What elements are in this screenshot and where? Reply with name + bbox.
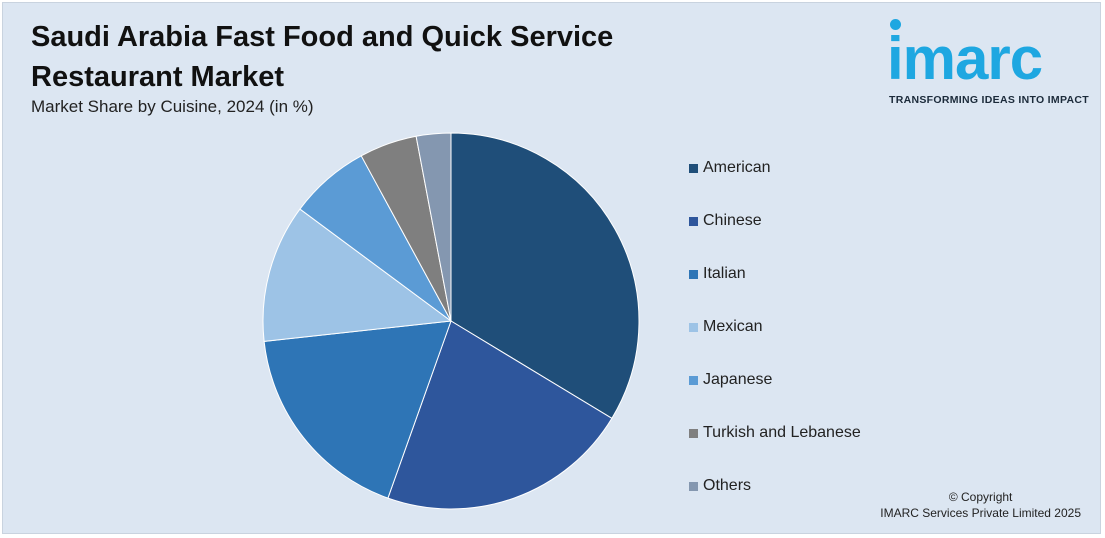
legend-item-american: American xyxy=(689,159,771,177)
pie-slice-italian xyxy=(263,320,452,499)
pie-slice-mexican xyxy=(262,208,453,342)
legend-item-chinese: Chinese xyxy=(689,212,762,230)
legend-item-italian: Italian xyxy=(689,265,746,283)
logo-wordmark: imarc xyxy=(887,25,1043,92)
legend-label: Chinese xyxy=(703,212,762,229)
pie-slice-chinese xyxy=(387,320,613,510)
chart-subtitle: Market Share by Cuisine, 2024 (in %) xyxy=(31,97,314,116)
legend-swatch xyxy=(689,375,698,385)
copyright-line-1: © Copyright xyxy=(948,490,1013,504)
pie-slice-american xyxy=(450,132,640,420)
copyright: © Copyright IMARC Services Private Limit… xyxy=(880,489,1081,521)
legend-swatch xyxy=(689,428,698,438)
legend-item-japanese: Japanese xyxy=(689,371,772,389)
legend-swatch xyxy=(689,481,698,491)
pie-slice-others xyxy=(415,132,452,322)
legend-label: Others xyxy=(703,477,752,494)
legend-item-turkish-and-lebanese: Turkish and Lebanese xyxy=(689,424,861,442)
legend-swatch xyxy=(689,269,698,279)
logo-dot xyxy=(890,19,901,30)
imarc-logo: imarc TRANSFORMING IDEAS INTO IMPACT xyxy=(887,15,1099,109)
legend-item-others: Others xyxy=(689,477,751,495)
pie-chart xyxy=(262,132,640,510)
legend-label: Japanese xyxy=(703,371,773,388)
chart-title: Saudi Arabia Fast Food and Quick Service… xyxy=(31,21,614,93)
legend-swatch xyxy=(689,322,698,332)
legend-swatch xyxy=(689,216,698,226)
legend-item-mexican: Mexican xyxy=(689,318,763,336)
logo-tagline: TRANSFORMING IDEAS INTO IMPACT xyxy=(889,94,1089,106)
legend-label: Turkish and Lebanese xyxy=(703,424,861,441)
legend-label: Mexican xyxy=(703,318,763,335)
copyright-line-2: IMARC Services Private Limited 2025 xyxy=(880,506,1081,520)
legend-label: American xyxy=(703,159,771,176)
legend-label: Italian xyxy=(703,265,746,282)
legend-swatch xyxy=(689,163,698,173)
